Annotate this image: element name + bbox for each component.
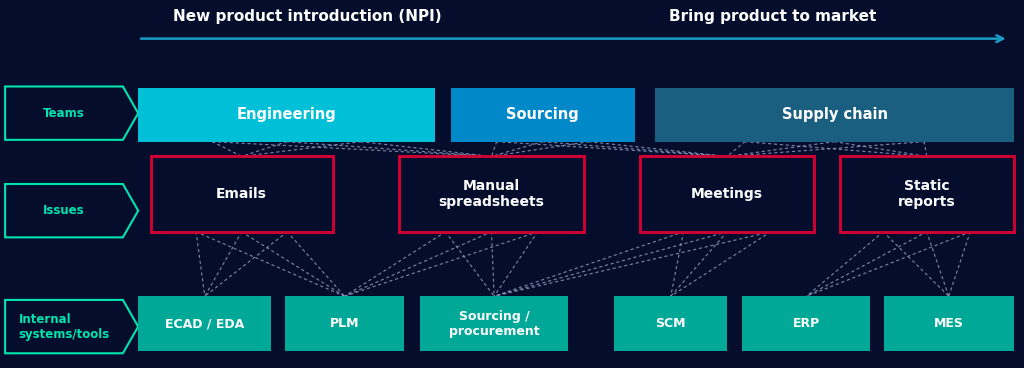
Text: Manual
spreadsheets: Manual spreadsheets — [438, 179, 545, 209]
FancyBboxPatch shape — [884, 296, 1014, 351]
FancyBboxPatch shape — [840, 156, 1014, 232]
FancyBboxPatch shape — [138, 296, 271, 351]
Text: Sourcing: Sourcing — [506, 107, 580, 123]
Text: PLM: PLM — [330, 317, 359, 330]
FancyBboxPatch shape — [399, 156, 584, 232]
FancyBboxPatch shape — [614, 296, 727, 351]
FancyBboxPatch shape — [151, 156, 333, 232]
Text: ECAD / EDA: ECAD / EDA — [165, 317, 245, 330]
Text: Emails: Emails — [216, 187, 267, 201]
FancyBboxPatch shape — [451, 88, 635, 142]
Polygon shape — [5, 86, 138, 140]
Text: Teams: Teams — [43, 107, 85, 120]
Text: Bring product to market: Bring product to market — [670, 9, 877, 24]
Text: Meetings: Meetings — [691, 187, 763, 201]
Text: Supply chain: Supply chain — [781, 107, 888, 123]
FancyBboxPatch shape — [742, 296, 870, 351]
Text: New product introduction (NPI): New product introduction (NPI) — [173, 9, 441, 24]
Text: ERP: ERP — [793, 317, 820, 330]
FancyBboxPatch shape — [655, 88, 1014, 142]
FancyBboxPatch shape — [285, 296, 404, 351]
Text: MES: MES — [934, 317, 964, 330]
Text: Sourcing /
procurement: Sourcing / procurement — [449, 310, 540, 338]
Polygon shape — [5, 300, 138, 353]
Text: Internal
systems/tools: Internal systems/tools — [18, 312, 110, 341]
Text: Static
reports: Static reports — [898, 179, 955, 209]
Polygon shape — [5, 184, 138, 237]
FancyBboxPatch shape — [640, 156, 814, 232]
Text: Issues: Issues — [43, 204, 85, 217]
Text: Engineering: Engineering — [237, 107, 337, 123]
FancyBboxPatch shape — [420, 296, 568, 351]
FancyBboxPatch shape — [138, 88, 435, 142]
Text: SCM: SCM — [655, 317, 686, 330]
